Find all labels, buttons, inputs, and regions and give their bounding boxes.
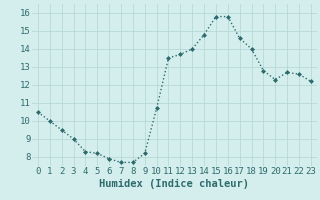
X-axis label: Humidex (Indice chaleur): Humidex (Indice chaleur) (100, 179, 249, 189)
